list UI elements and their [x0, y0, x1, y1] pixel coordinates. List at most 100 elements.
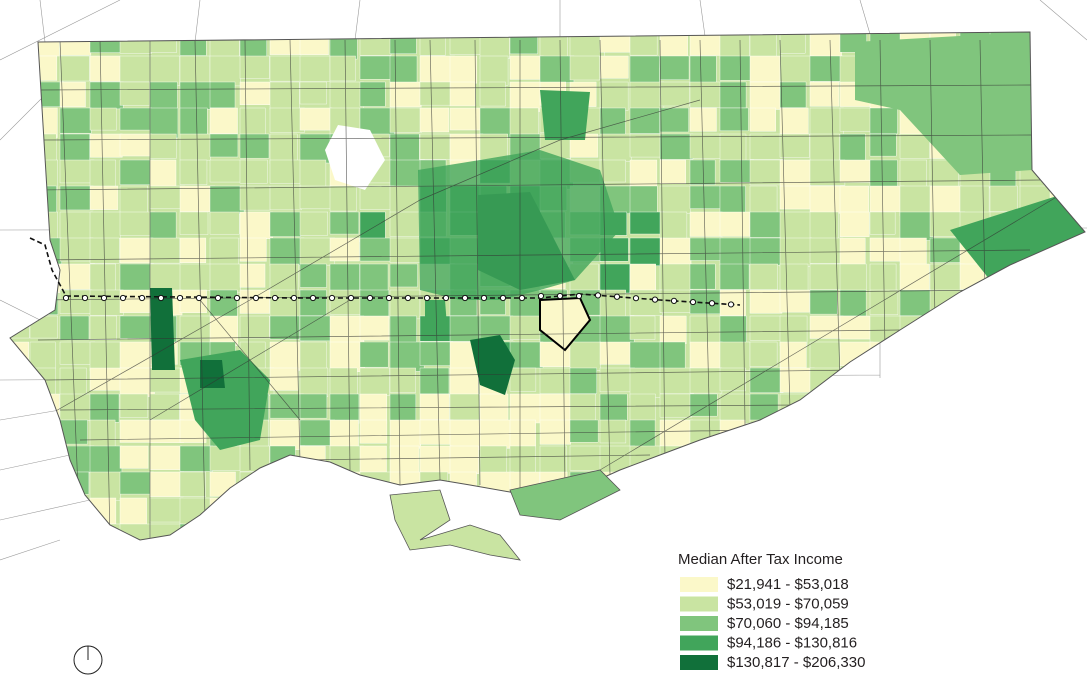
income-area [719, 523, 746, 540]
legend: Median After Tax Income $21,941 - $53,01… [670, 545, 910, 685]
income-area [989, 315, 1019, 343]
income-area [0, 550, 31, 578]
subway-line [29, 237, 741, 308]
income-area [269, 367, 299, 391]
income-area [10, 107, 26, 139]
ravine [325, 125, 385, 190]
income-area [869, 263, 897, 294]
income-area [989, 393, 1025, 418]
income-area [689, 419, 721, 445]
income-area [10, 523, 32, 540]
income-area [959, 445, 993, 476]
income-area [749, 419, 783, 450]
income-area [659, 32, 688, 60]
income-area [629, 341, 666, 369]
income-area [809, 107, 844, 138]
income-area [719, 107, 749, 132]
subway-station [309, 294, 317, 302]
income-area [599, 419, 627, 444]
income-area [359, 32, 392, 56]
income-area [719, 159, 755, 183]
income-area [299, 471, 333, 497]
income-area [30, 550, 57, 576]
income-area [359, 367, 390, 396]
income-area [269, 341, 305, 371]
income-area [149, 81, 178, 109]
income-area [10, 419, 36, 447]
income-area [809, 185, 845, 214]
income-area [1079, 315, 1085, 339]
income-area [659, 55, 690, 80]
income-area [719, 211, 751, 237]
income-area [779, 341, 807, 369]
income-area [599, 159, 626, 183]
income-area [779, 445, 809, 471]
income-area [1019, 263, 1050, 294]
income-area [1079, 237, 1085, 268]
income-area [179, 133, 211, 161]
income-area [359, 81, 386, 107]
income-area [749, 55, 783, 83]
subway-station [708, 300, 716, 307]
income-area [599, 367, 635, 393]
income-area [179, 523, 212, 540]
income-area [449, 315, 483, 342]
income-area [569, 523, 597, 540]
income-area [539, 55, 575, 83]
income-area [509, 367, 537, 392]
income-area [449, 81, 476, 107]
income-area [1079, 367, 1085, 393]
income-area [569, 393, 597, 422]
income-area [299, 237, 335, 266]
income-area [470, 335, 515, 395]
income-area [119, 55, 152, 83]
income-area [389, 263, 418, 288]
income-area [389, 341, 425, 372]
income-area [809, 471, 839, 498]
income-area [719, 133, 747, 163]
legend-swatch [680, 635, 718, 651]
income-area [200, 360, 225, 388]
income-area [629, 32, 658, 56]
income-area [209, 237, 239, 265]
income-area [10, 211, 32, 236]
income-area [270, 550, 304, 575]
income-area [209, 32, 240, 57]
income-area [89, 471, 121, 501]
income-area [269, 471, 304, 500]
income-area [929, 341, 961, 365]
income-area [899, 341, 933, 366]
income-area [749, 471, 779, 503]
subway-station [670, 297, 678, 304]
income-area [990, 550, 1016, 572]
income-area [29, 315, 58, 339]
income-area [630, 550, 657, 575]
subway-station [651, 296, 659, 303]
income-area [809, 211, 839, 242]
income-area [89, 393, 120, 423]
income-area [329, 445, 364, 475]
income-area [149, 107, 179, 139]
subway-station [347, 294, 355, 302]
income-area [119, 263, 154, 294]
subway-station [214, 294, 222, 302]
subway-station [366, 294, 374, 302]
income-area [299, 497, 330, 526]
income-area [209, 471, 236, 497]
income-area [899, 419, 932, 450]
income-area [779, 159, 811, 189]
income-area [839, 341, 874, 366]
income-area [989, 419, 1021, 451]
income-area [1079, 289, 1085, 319]
income-area [689, 471, 717, 499]
income-area [119, 289, 154, 313]
income-area [1079, 107, 1085, 133]
income-area [209, 55, 241, 87]
income-area [1079, 263, 1085, 295]
income-area [149, 211, 177, 240]
income-area [209, 445, 242, 471]
income-area [29, 367, 56, 398]
income-area [719, 263, 750, 290]
income-area [869, 107, 898, 135]
income-area [90, 550, 120, 579]
